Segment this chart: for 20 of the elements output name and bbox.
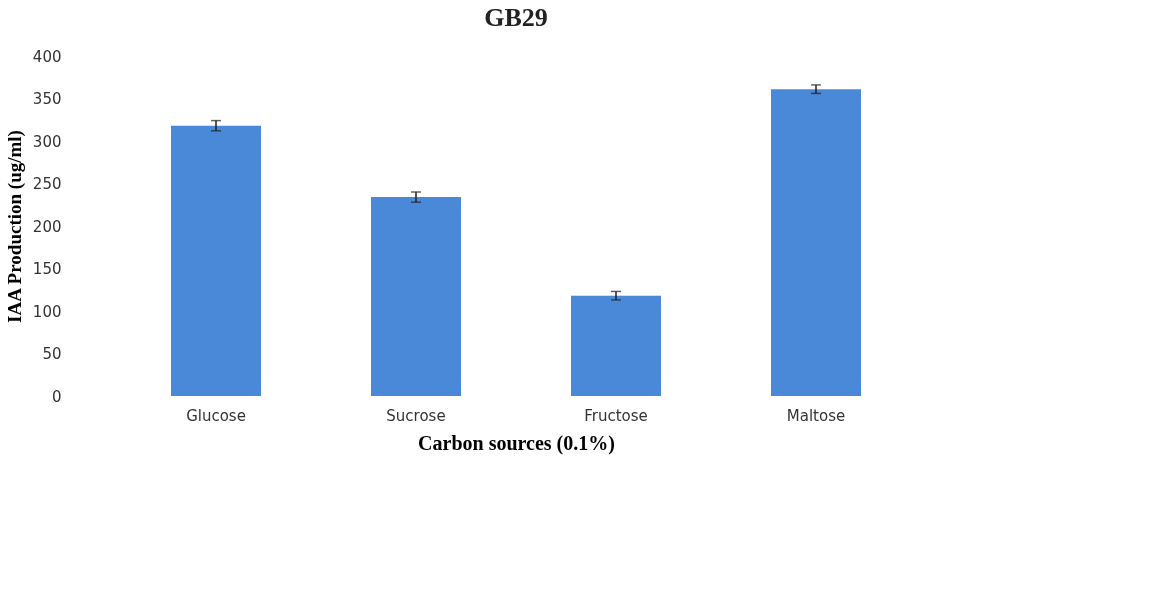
x-tick-label: Maltose (786, 406, 846, 425)
chart-title: GB29 (484, 3, 548, 32)
y-tick-label: 200 (32, 217, 62, 236)
y-tick-label: 50 (42, 345, 62, 363)
x-tick-label: Glucose (186, 406, 246, 425)
y-tick-label: 350 (32, 90, 62, 108)
bar (371, 197, 461, 396)
bar (571, 295, 661, 396)
y-tick-label: 250 (32, 175, 62, 193)
y-tick-label: 150 (32, 260, 62, 278)
y-axis-title: IAA Production (ug/ml) (3, 130, 26, 323)
y-tick-label: 300 (32, 132, 62, 151)
y-tick-label: 0 (51, 387, 62, 406)
x-tick-label: Fructose (584, 406, 648, 425)
x-tick-label: Sucrose (386, 406, 446, 425)
y-tick-label: 400 (32, 47, 62, 66)
bar (171, 125, 261, 396)
bar (771, 89, 861, 396)
y-tick-label: 100 (32, 302, 62, 321)
x-axis-title: Carbon sources (0.1%) (418, 431, 615, 455)
